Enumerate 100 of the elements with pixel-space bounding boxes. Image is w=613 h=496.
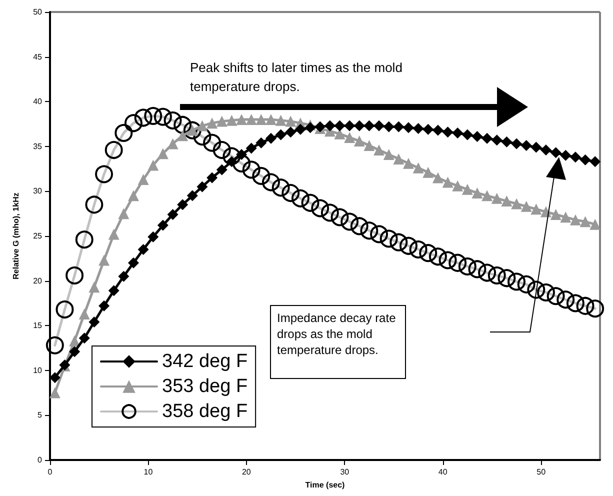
point <box>520 140 532 152</box>
point <box>442 176 454 188</box>
point <box>128 257 139 268</box>
legend-label: 353 deg F <box>162 376 248 397</box>
point <box>422 166 434 178</box>
point <box>482 132 493 144</box>
point <box>246 114 257 126</box>
point <box>501 196 512 207</box>
point <box>138 244 149 255</box>
x-axis-title: Time (sec) <box>305 480 346 490</box>
x-tick-label: 30 <box>340 468 350 476</box>
point <box>590 218 601 230</box>
legend-label: 342 deg F <box>162 351 248 372</box>
point <box>69 346 80 358</box>
point <box>275 129 286 140</box>
x-tick-label: 10 <box>144 468 154 476</box>
point <box>69 335 80 346</box>
point <box>491 192 502 204</box>
y-tick-label: 30 <box>33 186 43 196</box>
point <box>550 208 562 220</box>
y-tick-label: 35 <box>33 142 43 151</box>
point <box>462 129 473 140</box>
x-tick-label: 0 <box>48 468 53 476</box>
point <box>432 124 444 136</box>
point <box>304 122 316 134</box>
point <box>432 172 444 184</box>
point <box>491 134 502 146</box>
y-tick-label: 15 <box>33 321 43 330</box>
point <box>442 126 454 138</box>
x-tick-label: 50 <box>536 468 546 476</box>
point <box>402 158 414 169</box>
point <box>275 114 286 126</box>
point <box>570 152 581 163</box>
point <box>118 270 130 282</box>
point <box>285 116 296 127</box>
point <box>520 200 532 212</box>
point <box>530 204 542 215</box>
point <box>590 156 601 168</box>
point <box>186 190 198 202</box>
point <box>364 120 375 132</box>
point <box>402 122 414 134</box>
point <box>157 148 168 160</box>
point <box>108 285 120 296</box>
point <box>206 118 218 129</box>
point <box>422 124 434 135</box>
point <box>78 332 90 344</box>
y-tick-label: 50 <box>33 8 43 16</box>
point <box>393 121 404 132</box>
point <box>216 164 228 176</box>
y-tick-label: 20 <box>33 276 43 286</box>
point <box>412 122 424 134</box>
point <box>472 131 483 142</box>
point <box>511 138 522 150</box>
point <box>196 120 208 132</box>
point <box>236 114 248 126</box>
y-tick-label: 10 <box>33 366 43 375</box>
point <box>128 190 139 202</box>
point <box>412 162 424 174</box>
x-tick-label: 40 <box>438 468 448 476</box>
point <box>530 142 542 153</box>
x-tick-label: 20 <box>242 468 252 476</box>
point <box>49 387 60 398</box>
point <box>472 187 483 198</box>
point <box>334 120 346 132</box>
y-tick-label: 45 <box>33 52 43 62</box>
point <box>236 148 248 160</box>
point <box>452 127 464 138</box>
point <box>540 206 552 218</box>
point <box>501 136 512 148</box>
point <box>550 147 562 158</box>
point <box>294 124 306 135</box>
point <box>511 198 522 210</box>
point <box>118 208 130 220</box>
point <box>265 114 276 126</box>
point <box>196 181 208 192</box>
point <box>540 144 552 156</box>
legend-label: 358 deg F <box>162 401 248 422</box>
point <box>226 114 238 126</box>
point <box>88 316 100 328</box>
point <box>462 184 473 195</box>
point <box>177 199 188 210</box>
point <box>88 282 100 293</box>
point <box>148 231 159 242</box>
point <box>374 120 385 132</box>
y-tick-label: 40 <box>33 97 43 106</box>
point <box>324 120 336 132</box>
point <box>98 254 110 266</box>
point <box>383 121 394 132</box>
point <box>108 228 120 240</box>
point <box>78 308 90 320</box>
y-axis-title: Relative G (mho), 1kHz <box>12 192 20 280</box>
point <box>393 153 404 164</box>
point <box>570 214 581 226</box>
point <box>177 130 188 142</box>
point <box>256 137 267 148</box>
point <box>167 208 178 220</box>
point <box>98 300 110 312</box>
point <box>482 190 493 202</box>
point <box>580 154 591 166</box>
point <box>452 180 464 192</box>
